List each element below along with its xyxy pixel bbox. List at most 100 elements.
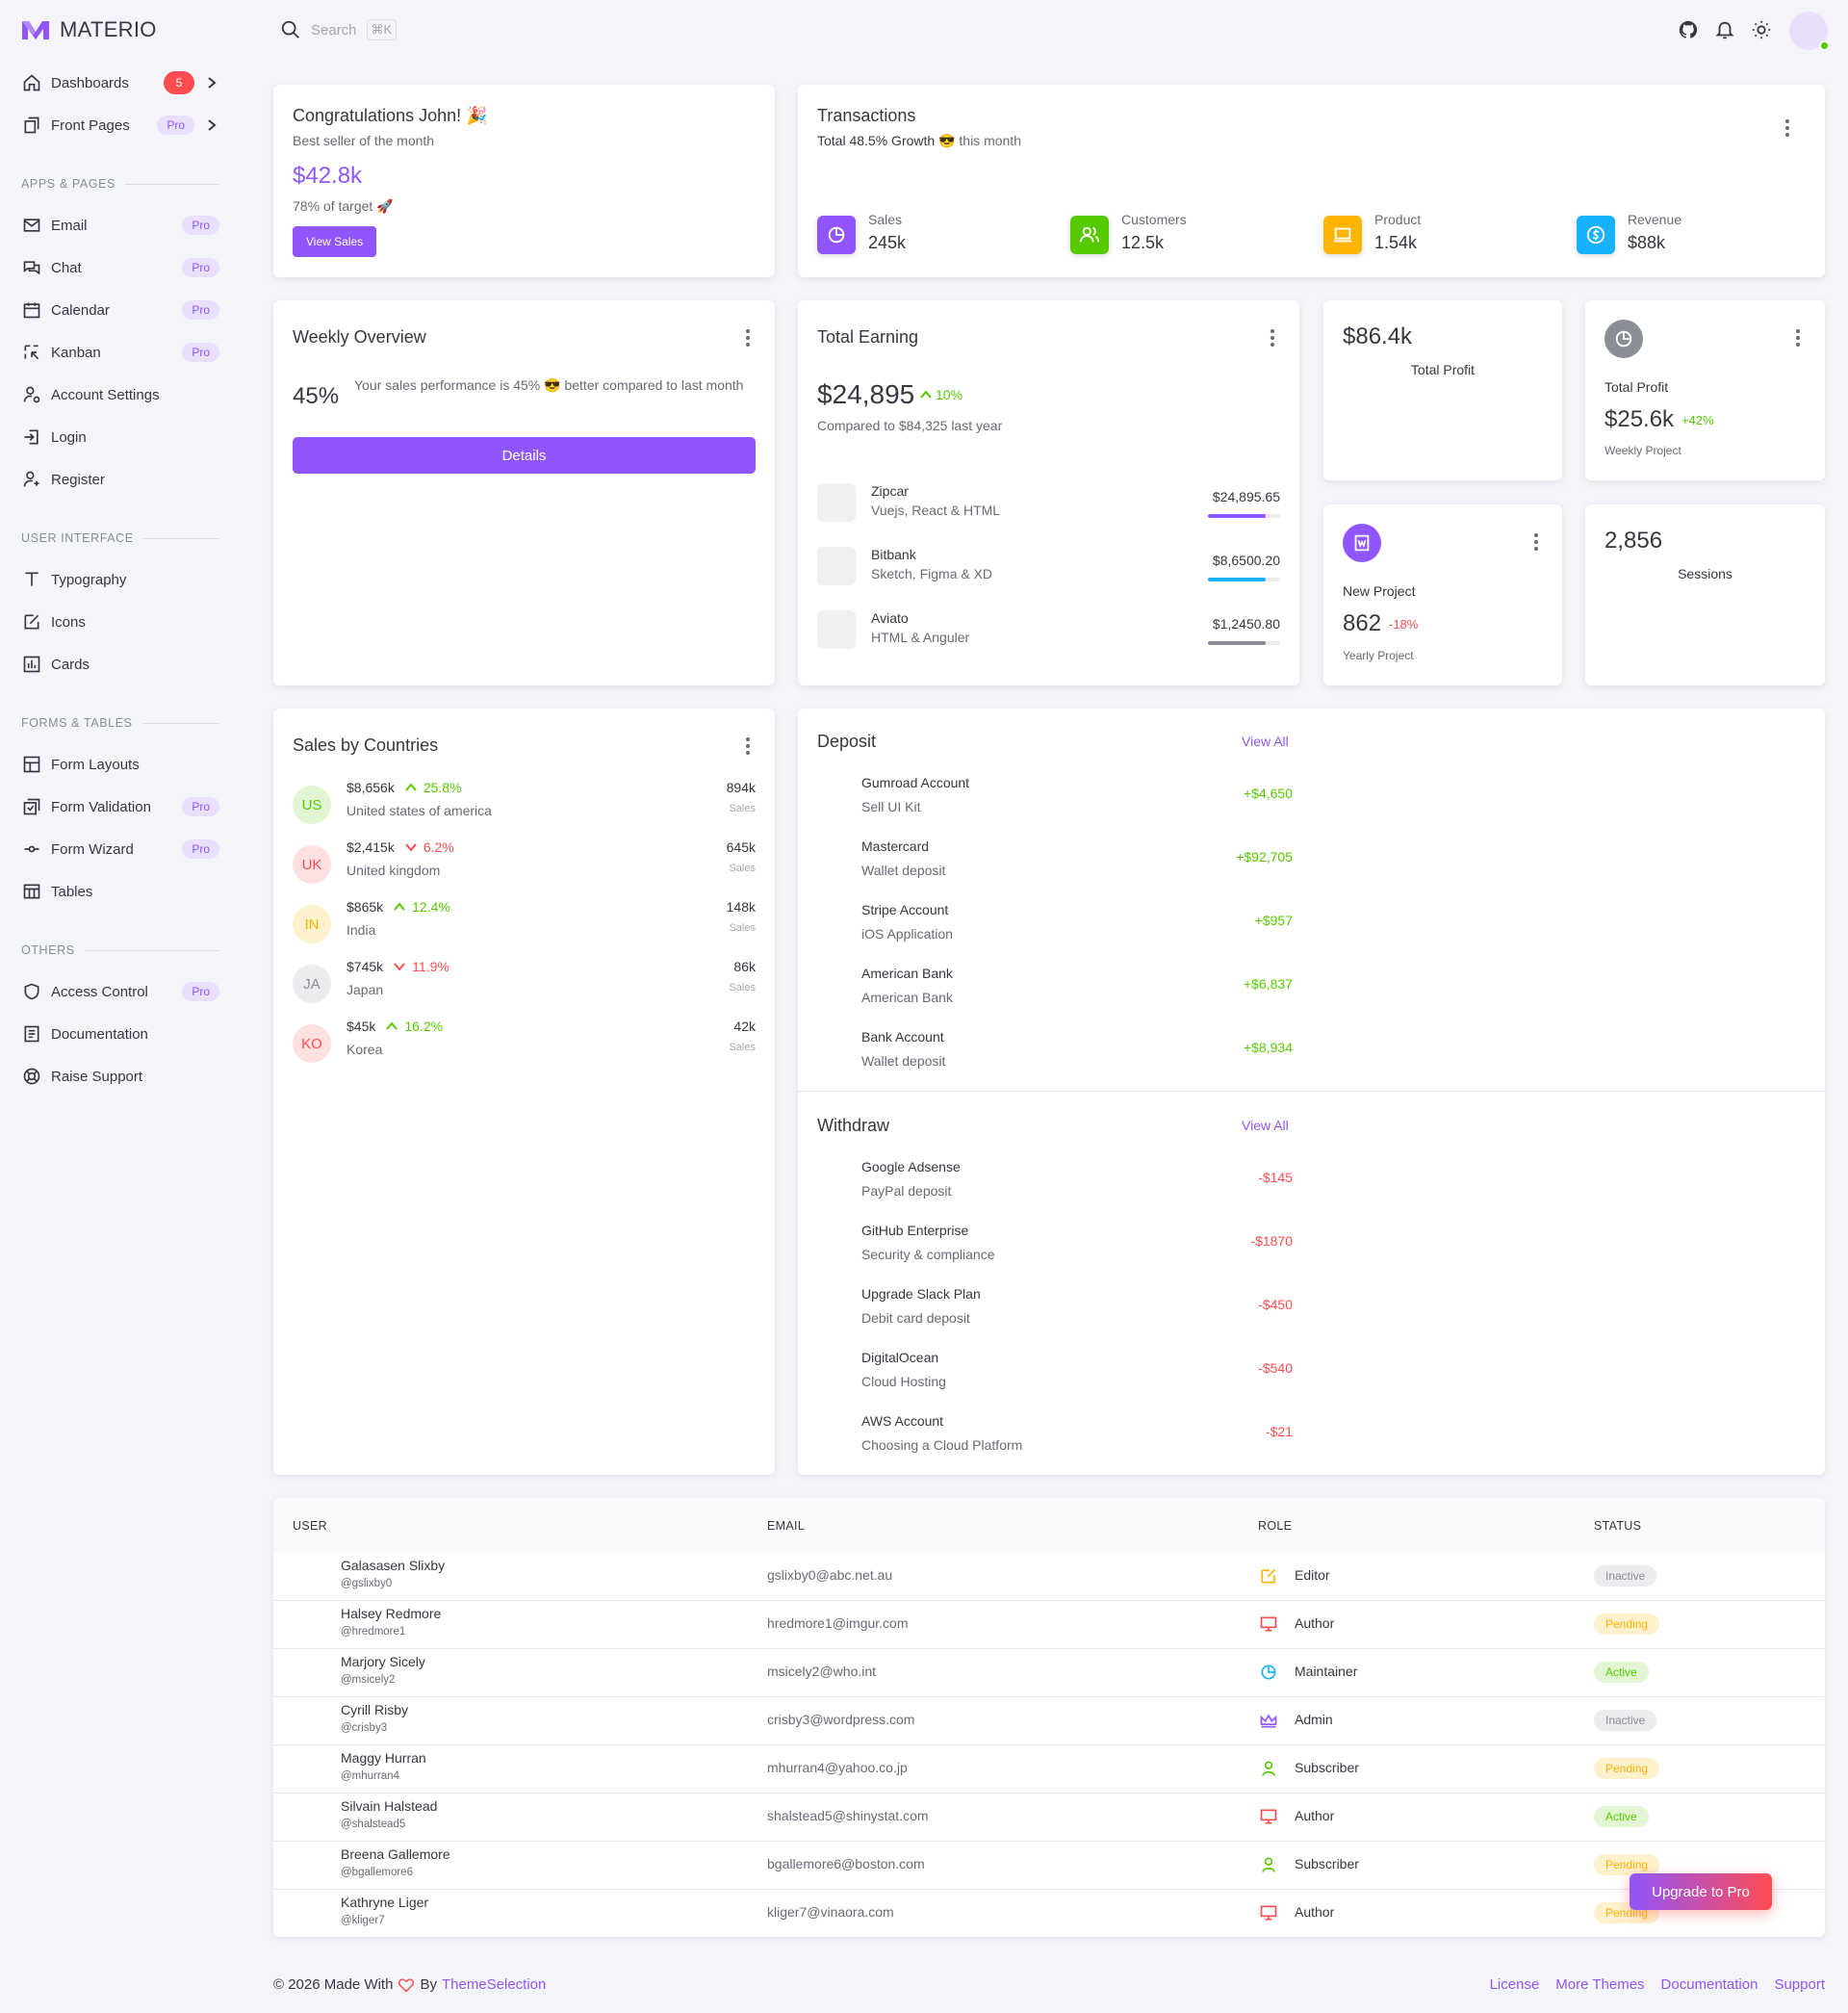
congrats-target: 78% of target 🚀 xyxy=(293,198,394,214)
earning-more-icon[interactable] xyxy=(1270,329,1275,347)
table-row[interactable]: Silvain Halstead @shalstead5 shalstead5@sh… xyxy=(273,1793,1825,1841)
brand-logo[interactable]: MATERIO xyxy=(21,17,157,42)
sidebar: MATERIO Dashboards 5 Front Pages Pro APP… xyxy=(0,0,250,2013)
country-sales: 148k xyxy=(726,899,756,915)
deposit-desc: Sell UI Kit xyxy=(861,799,921,814)
search-placeholder: Search xyxy=(311,21,357,39)
details-button[interactable]: Details xyxy=(293,437,756,474)
profit2-value: $25.6k xyxy=(1604,406,1675,432)
dashboards-count-badge: 5 xyxy=(164,71,194,94)
sidebar-item-front-pages[interactable]: Front Pages Pro xyxy=(21,109,219,142)
project-amount: $8,6500.20 xyxy=(1212,553,1280,568)
deposit-name: Bank Account xyxy=(861,1029,944,1045)
sidebar-item-kanban[interactable]: Kanban Pro xyxy=(21,336,219,369)
sidebar-item-email[interactable]: Email Pro xyxy=(21,209,219,242)
laptop-icon xyxy=(1323,216,1362,254)
country-name: United kingdom xyxy=(346,863,441,878)
search-icon xyxy=(281,20,299,39)
status-badge: Inactive xyxy=(1594,1565,1657,1587)
company-link[interactable]: ThemeSelection xyxy=(441,1976,547,1993)
sidebar-item-form-validation[interactable]: Form Validation Pro xyxy=(21,790,219,823)
table-row[interactable]: Marjory Sicely @msicely2 msicely2@who.int M… xyxy=(273,1648,1825,1696)
sidebar-item-documentation[interactable]: Documentation xyxy=(21,1018,219,1050)
more-themes-link[interactable]: More Themes xyxy=(1555,1976,1645,1993)
earning-change: 10% xyxy=(919,387,962,402)
support-link[interactable]: Support xyxy=(1774,1976,1825,1993)
congrats-card: Congratulations John! 🎉 Best seller of t… xyxy=(273,85,775,277)
arrow-up-icon xyxy=(385,1019,398,1033)
withdraw-name: DigitalOcean xyxy=(861,1350,939,1365)
sessions-label: Sessions xyxy=(1678,566,1732,581)
user-email: bgallemore6@boston.com xyxy=(767,1856,925,1871)
dollar-icon xyxy=(1577,216,1615,254)
deposit-view-all-link[interactable]: View All xyxy=(1242,734,1289,749)
project-more-icon[interactable] xyxy=(1533,533,1539,551)
table-row[interactable]: Breena Gallemore @bgallemore6 bgallemore6@… xyxy=(273,1841,1825,1889)
country-sales-label: Sales xyxy=(729,922,756,934)
weekly-more-icon[interactable] xyxy=(745,329,751,347)
user-role: Author xyxy=(1295,1615,1335,1631)
project-sub: Yearly Project xyxy=(1343,649,1414,662)
transactions-more-icon[interactable] xyxy=(1784,119,1790,137)
arrow-down-icon xyxy=(393,960,406,973)
arrow-up-icon xyxy=(920,390,932,399)
user-handle: @shalstead5 xyxy=(341,1819,406,1830)
sidebar-item-register[interactable]: Register xyxy=(21,463,219,496)
table-row[interactable]: Halsey Redmore @hredmore1 hredmore1@imgur.… xyxy=(273,1600,1825,1648)
files-icon xyxy=(21,115,42,136)
user-avatar[interactable] xyxy=(1789,12,1830,51)
project-logo xyxy=(817,547,856,585)
pro-badge: Pro xyxy=(157,116,194,135)
status-badge: Pending xyxy=(1594,1758,1660,1779)
user-name: Silvain Halstead xyxy=(341,1798,438,1814)
user-icon xyxy=(1259,1759,1278,1778)
chevron-right-icon xyxy=(206,76,219,90)
withdraw-view-all-link[interactable]: View All xyxy=(1242,1118,1289,1133)
row-divider xyxy=(273,1841,1824,1842)
sidebar-item-tables[interactable]: Tables xyxy=(21,875,219,908)
countries-more-icon[interactable] xyxy=(745,737,751,755)
country-change: 16.2% xyxy=(404,1019,444,1034)
github-icon[interactable] xyxy=(1678,19,1699,40)
sidebar-item-form-wizard[interactable]: Form Wizard Pro xyxy=(21,833,219,865)
view-sales-button[interactable]: View Sales xyxy=(293,226,377,257)
user-icon xyxy=(1259,1855,1278,1874)
profit-more-icon[interactable] xyxy=(1795,329,1801,347)
sidebar-item-calendar[interactable]: Calendar Pro xyxy=(21,294,219,326)
country-avatar: UK xyxy=(293,845,331,884)
sidebar-item-label: Tables xyxy=(51,883,93,900)
earning-amount: $24,895 xyxy=(817,379,915,409)
user-name: Marjory Sicely xyxy=(341,1654,425,1669)
sidebar-item-dashboards[interactable]: Dashboards 5 xyxy=(21,66,219,99)
sidebar-item-login[interactable]: Login xyxy=(21,421,219,453)
sidebar-item-cards[interactable]: Cards xyxy=(21,648,219,681)
subtitle-suffix: this month xyxy=(959,133,1021,148)
table-row[interactable]: Galasasen Slixby @gslixby0 gslixby0@abc.ne… xyxy=(273,1552,1825,1600)
sun-icon[interactable] xyxy=(1751,19,1772,40)
sidebar-item-chat[interactable]: Chat Pro xyxy=(21,251,219,284)
bell-icon[interactable] xyxy=(1714,19,1735,40)
sidebar-item-icons[interactable]: Icons xyxy=(21,606,219,638)
search-trigger[interactable]: Search ⌘K xyxy=(280,19,398,40)
deposit-desc: iOS Application xyxy=(861,926,953,942)
crown-icon xyxy=(1259,1711,1278,1730)
user-role: Subscriber xyxy=(1295,1760,1359,1775)
sidebar-item-access-control[interactable]: Access Control Pro xyxy=(21,975,219,1008)
user-email: kliger7@vinaora.com xyxy=(767,1904,894,1920)
table-row[interactable]: Maggy Hurran @mhurran4 mhurran4@yahoo.co.j… xyxy=(273,1744,1825,1793)
materio-logo-icon xyxy=(22,21,49,39)
sidebar-item-form-layouts[interactable]: Form Layouts xyxy=(21,748,219,781)
user-name: Halsey Redmore xyxy=(341,1606,442,1621)
table-row[interactable]: Cyrill Risby @crisby3 crisby3@wordpress.co… xyxy=(273,1696,1825,1744)
sidebar-item-account-settings[interactable]: Account Settings xyxy=(21,378,219,411)
license-link[interactable]: License xyxy=(1489,1976,1540,1993)
calendar-icon xyxy=(21,299,42,321)
upgrade-to-pro-button[interactable]: Upgrade to Pro xyxy=(1630,1873,1772,1910)
sidebar-item-raise-support[interactable]: Raise Support xyxy=(21,1060,219,1093)
transactions-subtitle: Total 48.5% Growth 😎 this month xyxy=(817,133,1021,149)
table-row[interactable]: Kathryne Liger @kliger7 kliger7@vinaora.co… xyxy=(273,1889,1825,1937)
sidebar-item-typography[interactable]: Typography xyxy=(21,563,219,596)
user-email: hredmore1@imgur.com xyxy=(767,1615,909,1631)
documentation-link[interactable]: Documentation xyxy=(1660,1976,1758,1993)
country-amount-row: $8,656k 25.8% xyxy=(346,780,462,795)
